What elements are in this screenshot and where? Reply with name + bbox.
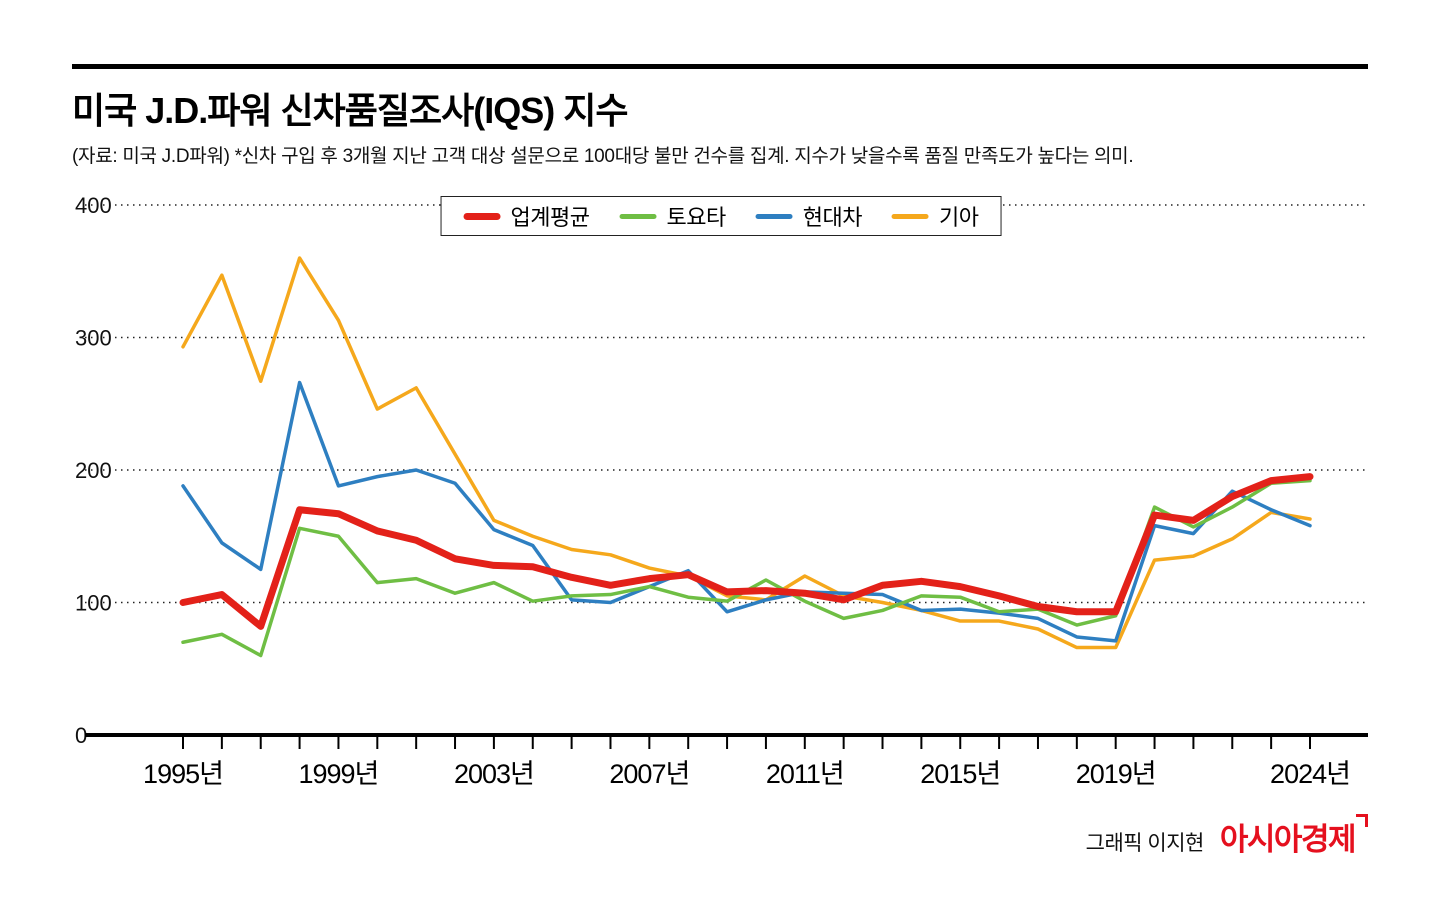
y-tick-label: 300 <box>75 326 112 351</box>
series-line-업계평균 <box>179 473 1314 630</box>
series-line-기아 <box>181 256 1312 650</box>
legend-item-업계평균: 업계평균 <box>463 200 590 232</box>
legend-item-현대차: 현대차 <box>755 200 863 232</box>
legend-label: 현대차 <box>802 205 863 230</box>
legend-item-토요타: 토요타 <box>619 200 727 232</box>
legend-label: 토요타 <box>666 205 727 230</box>
y-tick-label: 400 <box>75 193 112 218</box>
page-title: 미국 J.D.파워 신차품질조사(IQS) 지수 <box>72 90 628 131</box>
logo: 아시아경제 <box>1220 814 1368 859</box>
legend-label: 업계평균 <box>510 205 590 230</box>
y-tick-label: 200 <box>75 458 112 483</box>
chart-subtitle: (자료: 미국 J.D파워) *신차 구입 후 3개월 지난 고객 대상 설문으… <box>72 146 1134 167</box>
legend: 업계평균 토요타 현대차 기아 <box>440 196 1002 236</box>
x-tick-label: 2019년 <box>1076 759 1156 789</box>
top-rule <box>72 64 1368 69</box>
legend-swatch-icon <box>463 212 501 220</box>
series-line-현대차 <box>181 380 1312 643</box>
credit-row: 그래픽 이지현 아시아경제 <box>1086 814 1368 859</box>
legend-label: 기아 <box>938 205 979 230</box>
x-tick-label: 1999년 <box>298 759 378 789</box>
logo-label: 아시아경제 <box>1219 822 1357 857</box>
x-tick-label: 1995년 <box>143 759 223 789</box>
legend-item-기아: 기아 <box>891 200 979 232</box>
legend-swatch-icon <box>755 213 793 219</box>
x-tick-label: 2015년 <box>920 759 1000 789</box>
x-tick-label: 2003년 <box>454 759 534 789</box>
x-tick-label: 2024년 <box>1270 759 1350 789</box>
y-tick-label: 0 <box>75 723 87 748</box>
credit-text: 그래픽 이지현 <box>1085 832 1205 855</box>
x-tick-label: 2007년 <box>609 759 689 789</box>
y-tick-label: 100 <box>75 591 112 616</box>
x-tick-label: 2011년 <box>766 759 844 789</box>
legend-swatch-icon <box>891 213 929 219</box>
logo-mark-icon <box>1356 814 1368 827</box>
legend-swatch-icon <box>619 213 657 219</box>
